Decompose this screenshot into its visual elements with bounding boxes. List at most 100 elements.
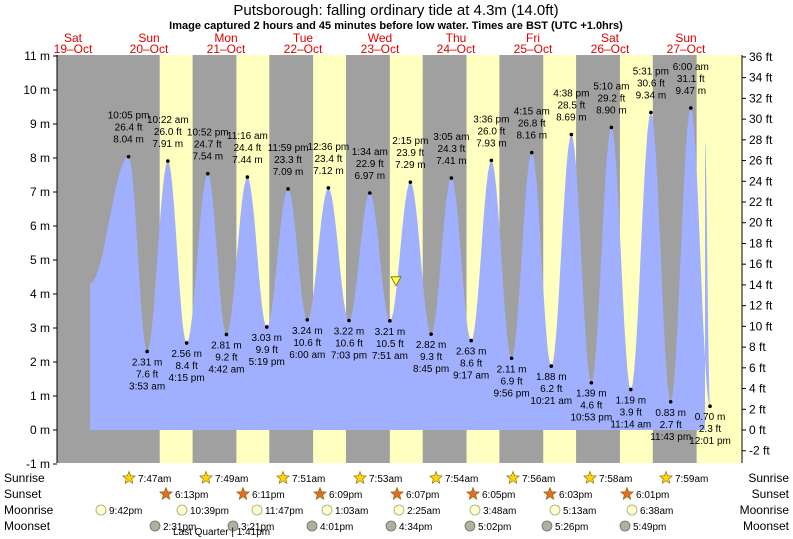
date-label: 25–Oct [514,42,553,56]
tide-time-label: 5:19 pm [249,357,285,368]
day-of-week-label: Thu [446,31,467,45]
tide-meter-label: 7.12 m [313,166,344,177]
row-label-right: Sunset [752,487,790,501]
tide-meter-label: 3.21 m [375,327,406,338]
tide-point [326,186,331,190]
sunrise-time: 7:54am [445,474,478,485]
tide-time-label: 4:42 am [208,364,244,375]
sunrise-time: 7:47am [138,474,171,485]
left-tick-label: 2 m [30,355,50,369]
tide-feet-label: 9.3 ft [420,352,442,363]
tide-meter-label: 7.41 m [436,156,467,167]
tide-point [408,180,413,184]
tide-point [489,158,494,163]
sunset-icon [236,486,250,500]
day-of-week-label: Sun [675,31,696,45]
tide-meter-label: 2.56 m [171,349,202,360]
sunrise-icon [583,470,597,484]
sunrise-time: 7:49am [215,474,248,485]
moonrise-icon [321,504,333,516]
tide-meter-label: 3.24 m [292,326,323,337]
right-tick-label: 6 ft [749,361,766,375]
axes: -1 m 0 m 1 m 2 m 3 m 4 m 5 m 6 m 7 m 8 m 9 m 10 m 11… [23,49,773,471]
tide-time-label: 10:53 pm [570,413,612,424]
tide-feet-label: 3.9 ft [620,408,642,419]
tide-time-label: 11:16 am [227,131,268,142]
tide-time-label: 8:45 pm [413,364,449,375]
tide-point [668,399,673,404]
tide-point [245,175,250,179]
tide-point [529,150,534,155]
tide-time-label: 11:43 pm [650,432,691,443]
tide-point [649,110,653,115]
tide-point [145,349,149,354]
right-tick-label: 34 ft [749,71,773,85]
tide-feet-label: 30.6 ft [637,78,665,89]
moonrise-icon [176,504,188,516]
tide-feet-label: 2.3 ft [699,424,721,435]
tide-meter-label: 7.29 m [395,160,426,171]
tide-feet-label: 2.7 ft [660,420,682,431]
tide-meter-label: 7.91 m [153,139,184,150]
sunset-time: 6:13pm [175,490,208,501]
day-of-week-label: Wed [368,31,392,45]
tide-point [708,404,712,409]
right-tick-label: 14 ft [749,278,773,292]
tide-feet-label: 10.6 ft [335,339,363,350]
tide-feet-label: 22.9 ft [356,159,384,170]
chart-subtitle: Image captured 2 hours and 45 minutes be… [169,20,623,32]
tide-feet-label: 9.9 ft [256,345,278,356]
moonset-icon [619,520,631,532]
left-tick-label: -1 m [26,457,50,471]
left-tick-label: 10 m [23,83,50,97]
row-label-right: Moonset [743,519,790,533]
left-tick-label: 9 m [30,117,50,131]
tide-point [569,132,574,137]
sunset-time: 6:05pm [482,490,515,501]
tide-feet-label: 26.4 ft [115,123,143,134]
right-tick-label: 36 ft [749,50,773,64]
left-tick-label: 11 m [24,49,50,63]
tide-meter-label: 2.81 m [211,340,242,351]
tide-point [264,325,269,329]
tide-time-label: 11:14 am [610,420,651,431]
tide-meter-label: 9.47 m [675,86,706,97]
sunset-icon [313,486,327,500]
tide-time-label: 10:52 pm [187,128,229,139]
right-tick-label: 26 ft [749,154,773,168]
row-label-left: Moonset [4,519,51,533]
moonrise-time: 6:38am [640,506,673,517]
right-tick-label: 12 ft [749,299,773,313]
day-of-week-label: Mon [214,31,237,45]
day-of-week-label: Sat [601,31,620,45]
tide-point [126,154,131,159]
sunrise-icon [276,470,290,484]
moonset-time: 4:01pm [320,522,353,533]
tide-time-label: 4:38 pm [553,89,589,100]
tide-point [166,159,170,163]
tide-time-label: 12:01 pm [689,436,731,447]
tide-meter-label: 8.69 m [556,113,587,124]
sunrise-icon [199,470,213,484]
tide-meter-label: 3.03 m [251,333,282,344]
tide-feet-label: 7.6 ft [136,369,158,380]
tide-time-label: 7:51 am [372,351,408,362]
sunrise-icon [353,470,367,484]
tide-feet-label: 24.7 ft [194,140,222,151]
tide-area [90,108,710,430]
sunset-time: 6:07pm [406,490,439,501]
tide-meter-label: 2.31 m [132,357,163,368]
sunset-time: 6:09pm [329,490,362,501]
tide-time-label: 3:53 am [129,381,165,392]
tide-meter-label: 2.63 m [456,347,487,358]
day-of-week-label: Sun [138,31,159,45]
sunrise-icon [506,470,520,484]
moonset-icon [385,520,397,532]
tide-meter-label: 3.22 m [334,327,365,338]
tide-feet-label: 6.2 ft [540,384,562,395]
tide-meter-label: 7.44 m [232,155,263,166]
date-label: 27–Oct [667,42,706,56]
right-tick-label: 2 ft [749,402,766,416]
